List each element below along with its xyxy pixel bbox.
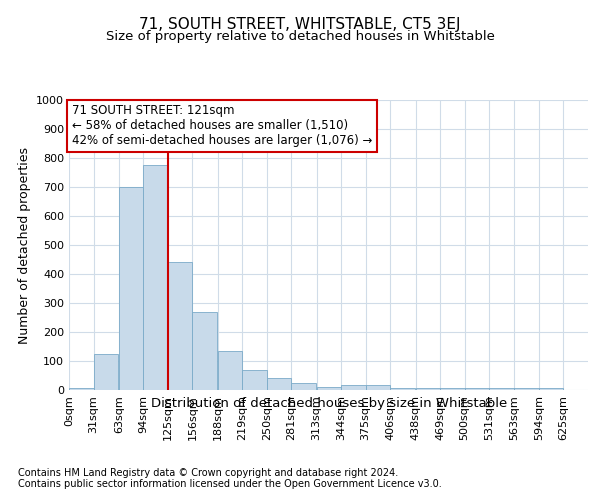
Text: Size of property relative to detached houses in Whitstable: Size of property relative to detached ho… bbox=[106, 30, 494, 43]
Bar bbox=[440, 388, 464, 390]
Y-axis label: Number of detached properties: Number of detached properties bbox=[17, 146, 31, 344]
Bar bbox=[267, 378, 292, 390]
Bar bbox=[193, 312, 217, 390]
Text: Contains public sector information licensed under the Open Government Licence v3: Contains public sector information licen… bbox=[18, 479, 442, 489]
Bar bbox=[292, 383, 316, 390]
Bar bbox=[514, 388, 539, 390]
Bar bbox=[464, 388, 489, 390]
Bar bbox=[341, 385, 365, 390]
Bar bbox=[69, 388, 94, 390]
Text: Distribution of detached houses by size in Whitstable: Distribution of detached houses by size … bbox=[151, 398, 507, 410]
Bar bbox=[94, 354, 118, 390]
Bar bbox=[143, 166, 168, 390]
Bar bbox=[119, 187, 143, 390]
Bar bbox=[365, 385, 390, 390]
Bar bbox=[242, 370, 267, 390]
Bar bbox=[489, 388, 514, 390]
Bar bbox=[168, 262, 193, 390]
Text: Contains HM Land Registry data © Crown copyright and database right 2024.: Contains HM Land Registry data © Crown c… bbox=[18, 468, 398, 477]
Text: 71 SOUTH STREET: 121sqm
← 58% of detached houses are smaller (1,510)
42% of semi: 71 SOUTH STREET: 121sqm ← 58% of detache… bbox=[71, 104, 372, 148]
Bar bbox=[218, 351, 242, 390]
Text: 71, SOUTH STREET, WHITSTABLE, CT5 3EJ: 71, SOUTH STREET, WHITSTABLE, CT5 3EJ bbox=[139, 18, 461, 32]
Bar bbox=[390, 388, 415, 390]
Bar bbox=[317, 386, 341, 390]
Bar bbox=[416, 388, 440, 390]
Bar bbox=[539, 388, 563, 390]
